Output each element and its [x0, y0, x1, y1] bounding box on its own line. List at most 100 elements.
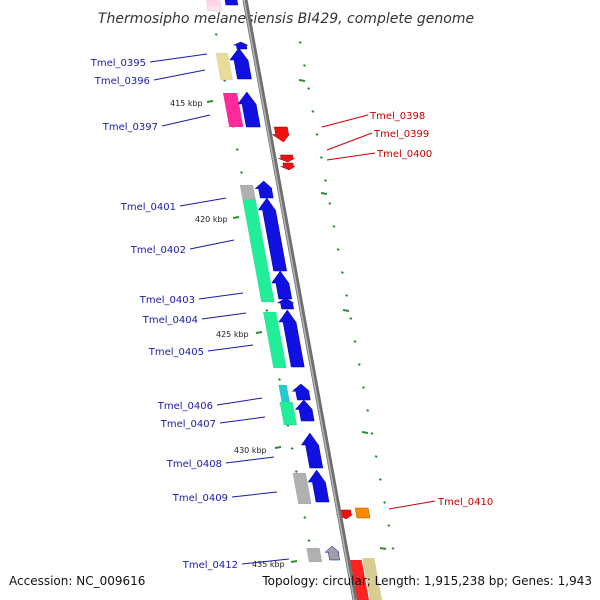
position-tick-right: [380, 548, 386, 549]
tick-mark-right: [316, 134, 318, 135]
map-title: Thermosipho melanesiensis BI429, complet…: [98, 11, 474, 27]
position-label-425: 425 kbp: [216, 330, 249, 339]
gene-arrow-tmel-0403: [272, 271, 292, 299]
position-tick: [233, 217, 239, 218]
gene-label-tmel-0401[interactable]: Tmel_0401: [120, 202, 176, 213]
cog-bar-tmel-0407: [280, 402, 297, 425]
gene-label-tmel-0406[interactable]: Tmel_0406: [157, 401, 213, 412]
tick-mark-left: [236, 149, 238, 150]
gene-arrow-top: [222, 0, 238, 5]
topology-summary: Topology: circular; Length: 1,915,238 bp…: [262, 574, 592, 588]
tick-mark-right: [325, 180, 327, 181]
gene-label-tmel-0403[interactable]: Tmel_0403: [139, 295, 195, 306]
gene-arrow-tmel-0408: [301, 433, 322, 468]
tick-mark-left: [308, 540, 310, 541]
gene-arrow-tmel-0398: [272, 127, 289, 142]
tick-mark-right: [333, 226, 335, 227]
genome-backbone-highlight: [244, 0, 354, 600]
gene-arrow-tmel-0400: [281, 163, 295, 170]
gene-arrow-tmel-0412: [325, 546, 340, 560]
tick-mark-right: [384, 502, 386, 503]
gene-arrow-tmel-0396: [230, 48, 252, 79]
gene-label-tmel-0400[interactable]: Tmel_0400: [376, 149, 432, 160]
position-tick-right: [321, 193, 327, 194]
gene-label-tmel-0395[interactable]: Tmel_0395: [90, 58, 146, 69]
gene-label-tmel-0405[interactable]: Tmel_0405: [148, 347, 204, 358]
tick-mark-right: [358, 364, 360, 365]
tick-mark-right: [299, 42, 301, 43]
cog-bar-tmel-0395: [216, 53, 233, 80]
position-tick-right: [299, 80, 305, 81]
position-label-415: 415 kbp: [170, 99, 203, 108]
position-tick: [207, 101, 213, 102]
gene-label-tmel-0399[interactable]: Tmel_0399: [373, 129, 429, 140]
tick-mark-left: [291, 448, 293, 449]
leader-line: [190, 240, 234, 249]
tick-mark-right: [354, 341, 356, 342]
leader-line: [199, 293, 243, 299]
leader-line: [322, 115, 368, 127]
tick-mark-left: [241, 172, 243, 173]
tick-mark-right: [350, 318, 352, 319]
gene-label-tmel-0412[interactable]: Tmel_0412: [182, 560, 238, 571]
leader-line: [180, 198, 226, 206]
leader-line: [232, 492, 277, 497]
gene-label-tmel-0402[interactable]: Tmel_0402: [130, 245, 186, 256]
leader-line: [226, 457, 274, 463]
gene-arrow-tmel-0399: [278, 155, 294, 162]
gene-label-tmel-0408[interactable]: Tmel_0408: [166, 459, 222, 470]
tick-mark-left: [295, 471, 297, 472]
position-label-430: 430 kbp: [234, 446, 267, 455]
position-tick: [275, 447, 281, 448]
gene-arrow-tmel-0407: [295, 400, 314, 421]
tick-mark-right: [388, 525, 390, 526]
cog-bar-tmel-0412: [306, 548, 322, 562]
leader-line: [327, 153, 375, 160]
cog-bar-top-2: [207, 5, 222, 11]
gene-arrow-tmel-0406: [292, 384, 310, 400]
leader-line: [162, 115, 210, 126]
tick-mark-left: [215, 34, 217, 35]
tick-mark-left: [278, 379, 280, 380]
tick-mark-right: [371, 433, 373, 434]
gene-label-tmel-0397[interactable]: Tmel_0397: [102, 122, 158, 133]
tick-mark-left: [266, 310, 268, 311]
position-tick: [291, 561, 297, 562]
gene-arrow-small: [234, 42, 248, 49]
position-label-420: 420 kbp: [195, 215, 228, 224]
gene-arrow-tmel-0410-cog: [355, 508, 370, 518]
leader-line: [389, 501, 435, 509]
tick-mark-right: [346, 295, 348, 296]
cog-bar-tmel-0401-gray: [240, 185, 256, 200]
gene-label-tmel-0407[interactable]: Tmel_0407: [160, 419, 216, 430]
leader-line: [150, 54, 207, 62]
gene-label-tmel-0410[interactable]: Tmel_0410: [437, 497, 493, 508]
accession-text: Accession: NC_009616: [9, 574, 145, 588]
gene-label-tmel-0404[interactable]: Tmel_0404: [142, 315, 198, 326]
leader-line: [154, 70, 205, 80]
leader-line: [208, 345, 253, 351]
tick-mark-right: [341, 272, 343, 273]
gene-label-tmel-0398[interactable]: Tmel_0398: [369, 111, 425, 122]
tick-mark-right: [312, 111, 314, 112]
genome-map: Thermosipho melanesiensis BI429, complet…: [0, 0, 600, 600]
gene-arrow-tmel-0404: [278, 298, 294, 309]
tick-mark-right: [392, 548, 394, 549]
tick-mark-right: [303, 65, 305, 66]
gene-label-tmel-0396[interactable]: Tmel_0396: [94, 76, 150, 87]
tick-mark-right: [329, 203, 331, 204]
tick-mark-right: [379, 479, 381, 480]
cog-bar-tmel-0409: [293, 473, 312, 504]
cog-bar-tmel-0397: [223, 93, 243, 127]
tick-mark-right: [337, 249, 339, 250]
gene-arrow-tmel-0409: [308, 470, 329, 502]
tick-mark-right: [362, 387, 364, 388]
position-tick-right: [362, 432, 368, 433]
gene-label-tmel-0409[interactable]: Tmel_0409: [172, 493, 228, 504]
tick-mark-right: [320, 157, 322, 158]
tick-mark-right: [367, 410, 369, 411]
tick-mark-right: [375, 456, 377, 457]
tick-mark-left: [304, 517, 306, 518]
position-tick: [256, 332, 262, 333]
cog-bar-tmel-0406: [279, 385, 290, 402]
